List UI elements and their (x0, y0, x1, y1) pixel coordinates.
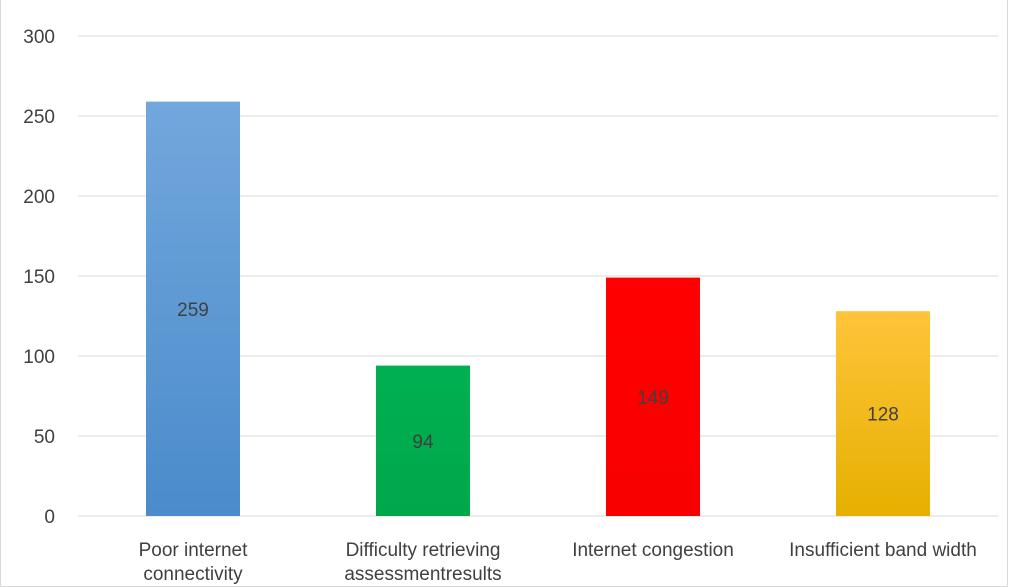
y-tick-label: 50 (34, 427, 55, 448)
bar (836, 311, 930, 516)
y-tick-label: 300 (23, 27, 55, 48)
data-label: 259 (177, 300, 209, 321)
data-label: 128 (867, 405, 899, 426)
x-tick-label: Poor internet (139, 540, 249, 561)
x-tick-label: assessmentresults (344, 564, 501, 585)
bar (606, 277, 700, 516)
y-tick-label: 200 (23, 187, 55, 208)
y-tick-label: 250 (23, 107, 55, 128)
x-tick-label: Difficulty retrieving (346, 540, 501, 561)
bar (376, 365, 470, 516)
x-tick-label: connectivity (143, 564, 243, 585)
bar (146, 101, 240, 516)
y-tick-label: 150 (23, 267, 55, 288)
data-label: 149 (637, 388, 669, 409)
y-tick-label: 0 (44, 507, 55, 528)
data-label: 94 (412, 432, 434, 453)
x-tick-label: Insufficient band width (789, 540, 977, 561)
x-tick-label: Internet congestion (572, 540, 734, 561)
y-tick-label: 100 (23, 347, 55, 368)
